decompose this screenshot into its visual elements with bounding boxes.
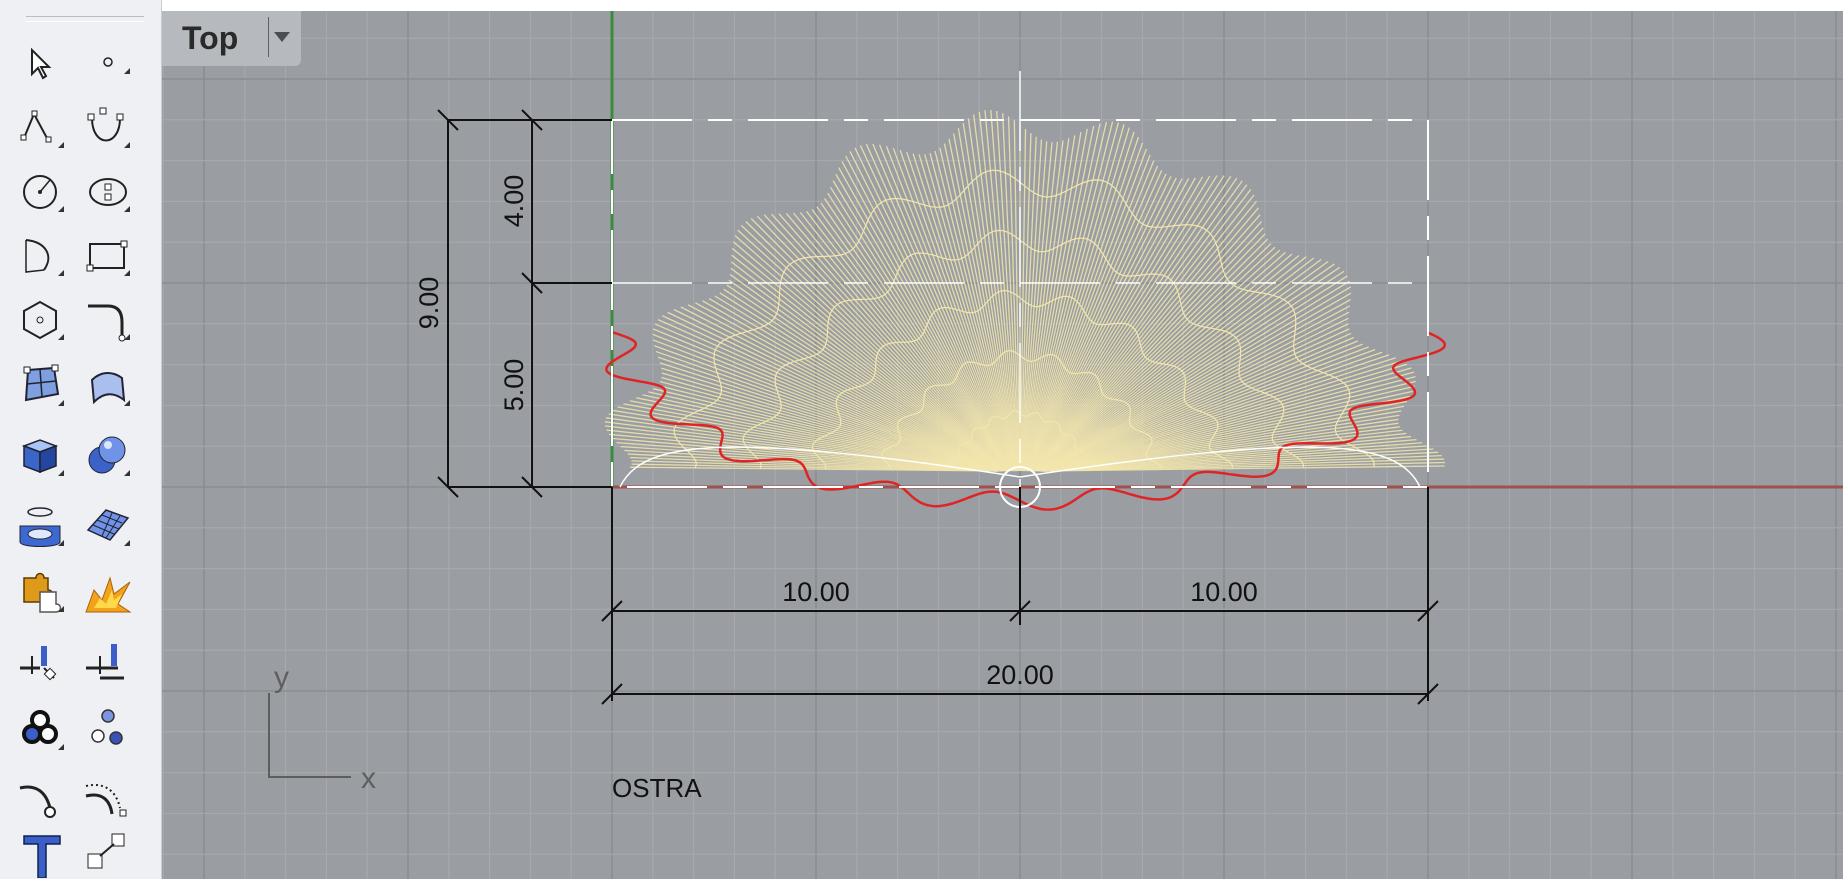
- axis-y-label: y: [274, 661, 289, 694]
- rectangle-icon: [86, 240, 130, 276]
- arrow-cursor-icon: [31, 47, 52, 80]
- control-point-curve-icon: [87, 107, 130, 148]
- trim-icon: [86, 644, 124, 680]
- polygon-icon: [23, 300, 64, 340]
- text-tool-button[interactable]: [18, 830, 66, 878]
- polygon-tool-button[interactable]: [18, 296, 66, 344]
- dim-height-upper: 4.00: [499, 175, 529, 228]
- surface-icon: [23, 364, 64, 406]
- circle-tool-button[interactable]: [18, 168, 66, 216]
- dim-height-lower: 5.00: [499, 359, 529, 412]
- shell-base-arc: [619, 446, 1421, 488]
- puzzle-icon: [23, 572, 64, 613]
- text-T-icon: [23, 835, 61, 878]
- top-viewport[interactable]: 9.00 4.00 5.00 10.00 10.00 20.00 y x OST…: [162, 11, 1843, 879]
- viewport-title[interactable]: Top: [182, 20, 239, 56]
- sphere-tool-button[interactable]: [84, 432, 132, 480]
- ungroup-circles-icon: [91, 709, 123, 745]
- offset-curve-icon: [85, 784, 127, 817]
- box-icon: [21, 439, 64, 476]
- ungroup-tool-button[interactable]: [84, 706, 132, 754]
- point-icon: [103, 57, 130, 74]
- explode-icon: [85, 576, 132, 613]
- polyline-icon: [20, 110, 64, 148]
- toolbar-grip[interactable]: [26, 16, 144, 22]
- group-circles-icon: [22, 710, 64, 750]
- split-icon: [20, 646, 57, 681]
- curve-from-object-tool-button[interactable]: [18, 774, 66, 822]
- mesh-plane-icon: [86, 509, 130, 546]
- group-tool-button[interactable]: [18, 706, 66, 754]
- shell-object: [604, 110, 1447, 511]
- shell-wireframe: [604, 110, 1446, 472]
- viewport-menu-button[interactable]: [268, 17, 295, 57]
- chevron-down-icon: [274, 32, 290, 42]
- curve-tool-button[interactable]: [84, 104, 132, 152]
- annotation-text: OSTRA: [612, 773, 702, 803]
- left-toolbar: [0, 0, 162, 879]
- dim-width-left: 10.00: [782, 577, 850, 607]
- offset-curve-tool-button[interactable]: [84, 774, 132, 822]
- circle-icon: [23, 175, 64, 212]
- viewport-canvas: 9.00 4.00 5.00 10.00 10.00 20.00 y x OST…: [162, 11, 1843, 879]
- box-tool-button[interactable]: [18, 432, 66, 480]
- rectangle-tool-button[interactable]: [84, 232, 132, 280]
- surface-tool-button[interactable]: [18, 362, 66, 410]
- dim-height-total: 9.00: [414, 277, 444, 330]
- axis-gizmo: y x: [268, 661, 376, 795]
- ellipse-tool-button[interactable]: [84, 168, 132, 216]
- boolean-union-tool-button[interactable]: [18, 568, 66, 616]
- cylinder-icon: [19, 507, 64, 547]
- axis-x-label: x: [361, 762, 376, 795]
- extrude-surface-tool-button[interactable]: [84, 362, 132, 410]
- point-tool-button[interactable]: [84, 40, 132, 88]
- bounding-box: [611, 71, 1429, 488]
- dim-width-right: 10.00: [1190, 577, 1258, 607]
- dim-width-total: 20.00: [986, 660, 1054, 690]
- mesh-plane-tool-button[interactable]: [84, 502, 132, 550]
- viewport-title-tab[interactable]: Top: [162, 11, 301, 66]
- sphere-icon: [88, 436, 130, 476]
- transform-tool-button[interactable]: [84, 830, 132, 878]
- dimension-lines: [437, 109, 1439, 705]
- fillet-curve-icon: [88, 304, 130, 342]
- explode-tool-button[interactable]: [84, 568, 132, 616]
- arc-tool-button[interactable]: [18, 232, 66, 280]
- transform-icon: [87, 833, 125, 869]
- fillet-curve-tool-button[interactable]: [84, 296, 132, 344]
- arc-icon: [25, 239, 64, 276]
- polyline-tool-button[interactable]: [18, 104, 66, 152]
- select-tool-button[interactable]: [18, 40, 66, 88]
- extrude-surface-icon: [90, 372, 130, 406]
- split-tool-button[interactable]: [18, 638, 66, 686]
- curve-from-object-icon: [19, 785, 56, 818]
- cylinder-tool-button[interactable]: [18, 502, 66, 550]
- trim-tool-button[interactable]: [84, 638, 132, 686]
- ellipse-icon: [89, 178, 130, 212]
